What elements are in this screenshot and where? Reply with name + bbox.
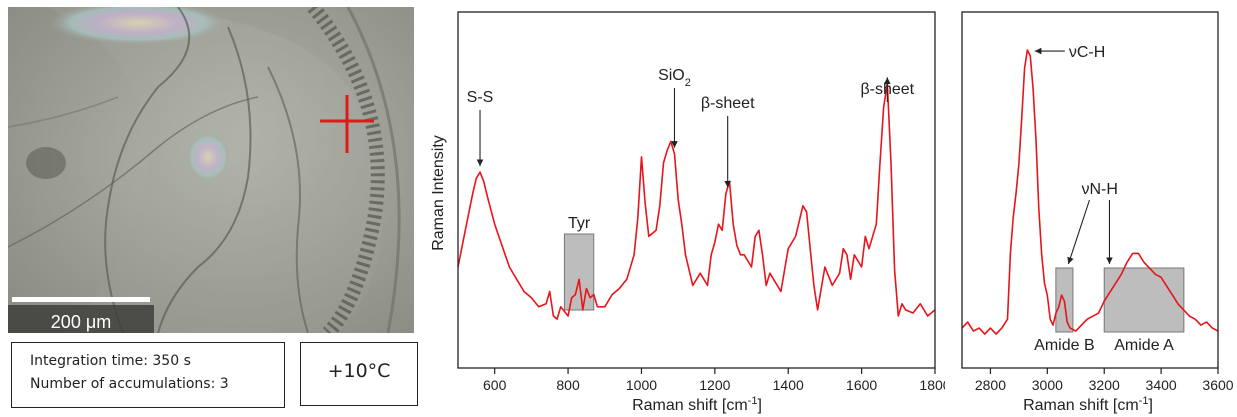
raman-spectrum-chart-right: Amide B Amide A 2800 3000 3200 3400 3600 νC-H νN… <box>961 11 1234 414</box>
annotation-arrow <box>1067 199 1090 265</box>
micrograph-image: 200 μm <box>8 7 414 333</box>
plot-area: Amide B Amide A 2800 3000 3200 3400 3600 νC-H νN… <box>961 11 1234 393</box>
highlight-box-label: Tyr <box>568 215 591 232</box>
scale-bar-label: 200 μm <box>51 312 111 332</box>
temperature-box: +10°C <box>300 342 418 406</box>
x-tick-label: 2800 <box>975 377 1006 393</box>
highlight-box <box>563 233 595 311</box>
plot-area: Tyr 600 800 1000 1200 1400 1600 1800 S-S SiO2 β-sh… <box>457 11 945 393</box>
y-axis-label: Raman Intensity <box>430 135 447 251</box>
temperature-label: +10°C <box>327 360 391 382</box>
x-axis-label: Raman shift [cm-1] <box>1023 395 1153 414</box>
peak-annotation: νC-H <box>1069 44 1105 61</box>
x-tick-label: 1200 <box>699 377 730 393</box>
integration-time-text: Integration time: 350 s <box>30 353 191 369</box>
raman-spectrum-chart-left: Tyr 600 800 1000 1200 1400 1600 1800 S-S SiO2 β-sh… <box>430 11 945 414</box>
x-tick-label: 3200 <box>1089 377 1120 393</box>
x-tick-label: 1000 <box>626 377 657 393</box>
x-tick-label: 600 <box>483 377 507 393</box>
peak-annotation: S-S <box>467 89 494 106</box>
axes-frame <box>961 11 1219 369</box>
x-tick-label: 1800 <box>919 377 945 393</box>
scale-bar <box>12 297 150 302</box>
highlight-box-label: Amide B <box>1034 337 1094 354</box>
axes-frame <box>457 11 936 369</box>
highlight-box-label: Amide A <box>1114 337 1174 354</box>
peak-annotation: νN-H <box>1081 181 1117 198</box>
spectrum-line <box>961 49 1219 335</box>
highlight-box <box>1103 267 1185 333</box>
peak-annotation: SiO2 <box>658 67 691 89</box>
x-tick-label: 3600 <box>1202 377 1233 393</box>
peak-annotation: β-sheet <box>701 95 755 112</box>
x-tick-label: 3400 <box>1146 377 1177 393</box>
peak-annotation: β-sheet <box>860 81 914 98</box>
x-tick-label: 1400 <box>773 377 804 393</box>
x-tick-label: 800 <box>556 377 580 393</box>
spectrum-line <box>457 82 936 320</box>
accumulations-text: Number of accumulations: 3 <box>30 376 229 392</box>
acquisition-info-box: Integration time: 350 s Number of accumu… <box>11 342 285 408</box>
crosshair-marker <box>320 95 374 153</box>
x-tick-label: 1600 <box>846 377 877 393</box>
x-axis-label: Raman shift [cm-1] <box>632 395 762 414</box>
x-tick-label: 3000 <box>1032 377 1063 393</box>
